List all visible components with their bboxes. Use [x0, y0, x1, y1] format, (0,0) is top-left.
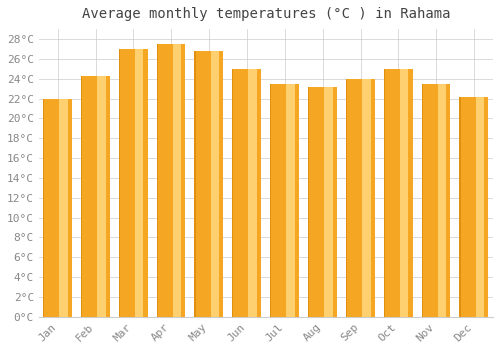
Bar [157, 44, 186, 317]
Bar [422, 84, 450, 317]
Bar [118, 49, 120, 317]
Bar [119, 49, 148, 317]
Bar [346, 79, 347, 317]
Bar [135, 49, 143, 317]
Bar [270, 84, 271, 317]
Bar [210, 51, 219, 317]
Bar [460, 97, 488, 317]
Bar [194, 51, 196, 317]
Bar [44, 98, 72, 317]
Bar [156, 44, 158, 317]
Bar [286, 84, 295, 317]
Bar [324, 86, 332, 317]
Bar [400, 69, 408, 317]
Bar [270, 84, 299, 317]
Bar [308, 86, 337, 317]
Bar [384, 69, 385, 317]
Bar [59, 98, 68, 317]
Bar [195, 51, 224, 317]
Bar [172, 44, 181, 317]
Bar [81, 76, 82, 317]
Bar [476, 97, 484, 317]
Bar [43, 98, 44, 317]
Bar [384, 69, 412, 317]
Title: Average monthly temperatures (°C ) in Rahama: Average monthly temperatures (°C ) in Ra… [82, 7, 450, 21]
Bar [232, 69, 234, 317]
Bar [346, 79, 375, 317]
Bar [233, 69, 261, 317]
Bar [438, 84, 446, 317]
Bar [248, 69, 257, 317]
Bar [97, 76, 106, 317]
Bar [362, 79, 370, 317]
Bar [82, 76, 110, 317]
Bar [308, 86, 309, 317]
